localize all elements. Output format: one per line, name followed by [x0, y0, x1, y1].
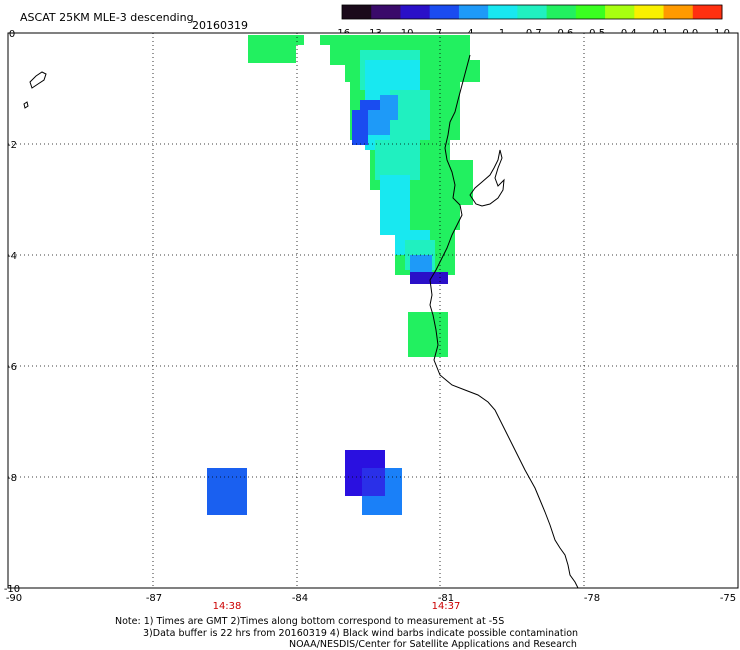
- map-date: 20160319: [192, 19, 248, 32]
- colorbar-swatch: [488, 5, 518, 19]
- grid: [8, 33, 738, 588]
- lat-tick-label: -8: [7, 473, 17, 484]
- lon-tick-label: -78: [584, 593, 600, 604]
- colorbar-swatch: [429, 5, 460, 19]
- lat-tick-label: -4: [7, 251, 17, 262]
- colorbar-swatch: [575, 5, 606, 19]
- lon-tick-label: -75: [720, 593, 736, 604]
- colorbar-swatch: [342, 5, 372, 19]
- lon-tick-label: -87: [146, 593, 162, 604]
- colorbar-swatch: [634, 5, 665, 19]
- coastline: [23, 54, 579, 589]
- colorbar-swatch: [692, 5, 723, 19]
- lat-tick-label: 0: [9, 29, 15, 40]
- colorbar-swatch: [517, 5, 548, 19]
- time-label: 14:37: [432, 601, 461, 612]
- note-line-1: Note: 1) Times are GMT 2)Times along bot…: [115, 616, 504, 627]
- colorbar-swatch: [458, 5, 489, 19]
- colorbar-swatch: [371, 5, 401, 19]
- note-line-3: NOAA/NESDIS/Center for Satellite Applica…: [289, 639, 577, 650]
- lat-tick-label: -2: [7, 140, 17, 151]
- lon-tick-label: -90: [6, 593, 22, 604]
- colorbar-swatch: [400, 5, 431, 19]
- lon-tick-label: -81: [438, 593, 454, 604]
- note-line-2: 3)Data buffer is 22 hrs from 20160319 4)…: [143, 628, 578, 639]
- longitude-labels: -90 -87 -84 -81 -78 -75: [6, 593, 736, 604]
- lat-tick-label: -10: [4, 584, 20, 595]
- time-label: 14:38: [213, 601, 242, 612]
- map-title: ASCAT 25KM MLE-3 descending: [20, 11, 194, 24]
- colorbar-swatch: [663, 5, 694, 19]
- time-labels: 14:38 14:37: [213, 601, 461, 612]
- lat-tick-label: -6: [7, 362, 17, 373]
- lon-tick-label: -84: [292, 593, 308, 604]
- colorbar-swatch: [605, 5, 635, 19]
- latitude-labels: 0 -2 -4 -6 -8 -10: [4, 29, 20, 595]
- wind-data-swath: [207, 35, 480, 515]
- colorbar-swatch: [546, 5, 577, 19]
